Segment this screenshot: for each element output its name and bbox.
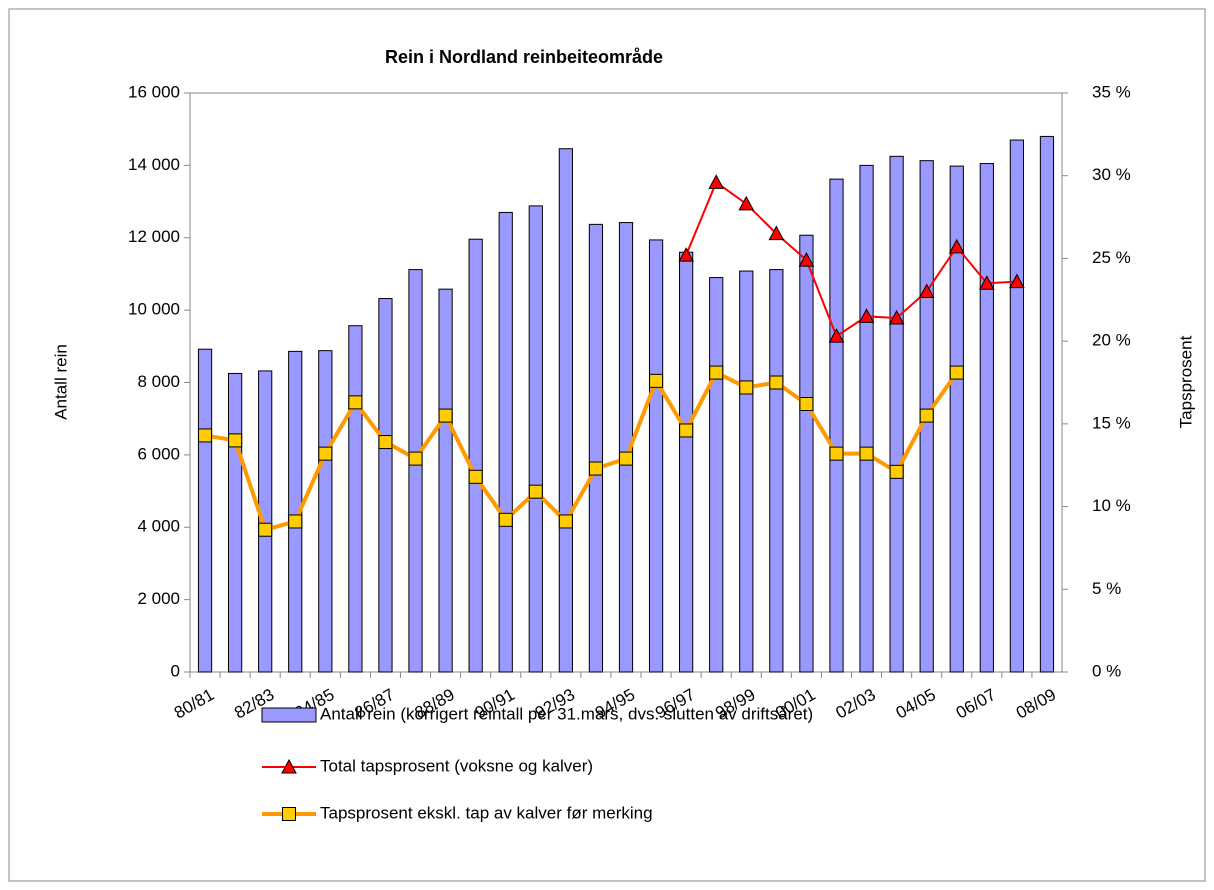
chart-title: Rein i Nordland reinbeiteområde [385,47,663,67]
bar [468,238,483,673]
bar [679,251,694,673]
bar [318,350,333,673]
point [378,435,393,450]
point [768,225,785,241]
y2-tick-label: 25 % [1092,248,1131,267]
bar [588,223,604,673]
point [498,512,513,527]
point [258,522,273,537]
legend-marker [282,807,296,821]
line [204,369,959,533]
bar [648,239,664,673]
point [828,328,845,343]
bar [558,148,573,673]
point [318,446,333,461]
legend-marker [281,758,297,774]
point [1009,273,1025,289]
bar [258,370,273,673]
point [709,365,724,380]
y2-tick-label: 20 % [1092,331,1131,350]
bar [829,178,844,673]
legend-label: Antall rein (korrigert reintall per 31.m… [320,704,813,723]
bar [408,269,423,673]
y2-tick-label: 0 % [1092,661,1121,680]
point [228,433,243,448]
y2-axis-label: Tapsprosent [1176,335,1195,428]
y2-tick-label: 15 % [1092,413,1131,432]
point [919,408,934,423]
y-axis-label: Antall rein [51,344,70,420]
point [918,283,935,299]
point [769,375,784,390]
bar [799,234,814,673]
legend-swatch [261,707,317,723]
chart-border [8,8,1206,882]
bar [288,350,303,673]
legend-label: Tapsprosent ekskl. tap av kalver før mer… [320,803,653,822]
bar [528,205,543,673]
y2-tick-label: 10 % [1092,496,1131,515]
point [649,373,664,388]
y-tick-label: 12 000 [128,227,180,246]
y-tick-label: 6 000 [137,444,180,463]
point [558,514,573,529]
bar [348,325,363,673]
bar [618,222,634,673]
y-tick-label: 0 [171,661,180,680]
point [288,514,303,529]
y-tick-label: 8 000 [137,372,180,391]
legend-label: Total tapsprosent (voksne og kalver) [320,756,593,775]
point [948,238,965,254]
bar [769,269,784,673]
point [858,308,875,323]
y-tick-label: 14 000 [128,155,180,174]
point [798,252,815,267]
point [708,174,725,189]
point [408,451,423,466]
y-tick-label: 10 000 [128,300,180,319]
point [468,469,483,484]
y-tick-label: 16 000 [128,82,180,101]
y-tick-label: 4 000 [137,517,180,536]
point [978,275,995,290]
point [889,464,904,479]
point [829,446,844,461]
y2-tick-label: 35 % [1092,82,1131,101]
bar [438,288,453,673]
point [588,461,603,476]
bar [979,163,994,673]
bar [498,211,513,673]
point [888,309,905,325]
point [949,365,964,380]
point [678,247,694,262]
point [619,451,633,466]
bar [1039,135,1055,673]
bar [1009,139,1025,673]
bar [859,164,874,673]
bar [739,270,754,673]
bar [227,372,243,673]
bar [949,165,964,673]
point [528,484,543,499]
y2-tick-label: 5 % [1092,579,1121,598]
point [198,428,213,443]
point [679,423,694,438]
point [739,380,754,395]
bar [709,277,724,673]
point [438,408,453,423]
bar [889,155,904,673]
point [799,397,814,412]
point [348,395,363,410]
point [738,195,755,211]
bar [197,348,213,673]
bar [378,298,393,673]
y2-tick-label: 30 % [1092,165,1131,184]
y-tick-label: 2 000 [137,589,180,608]
point [859,446,874,461]
